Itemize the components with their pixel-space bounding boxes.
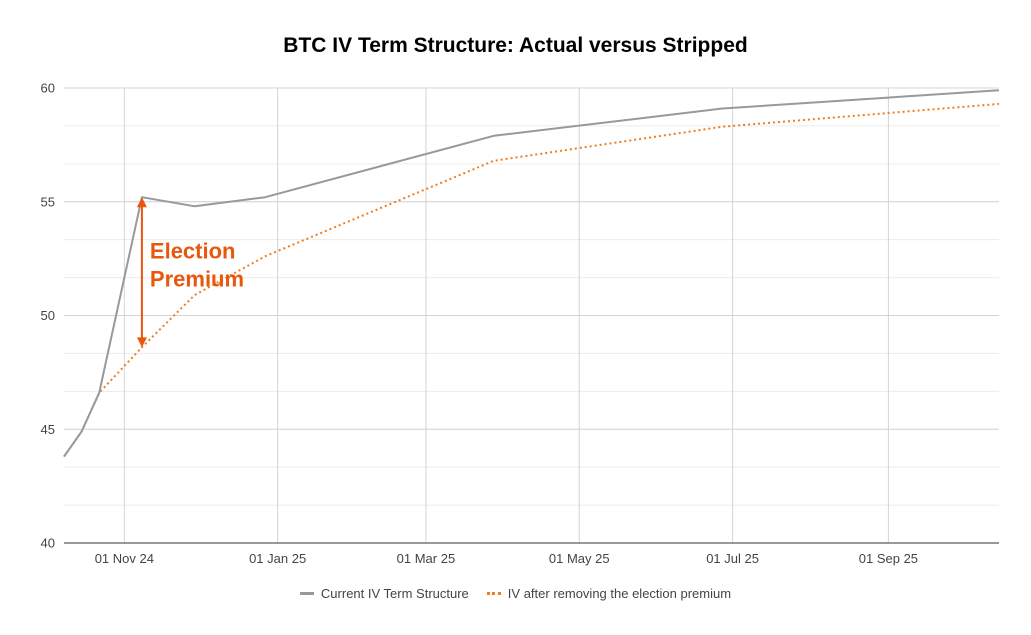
grid-layer <box>64 87 999 544</box>
y-tick-label: 40 <box>41 536 55 551</box>
legend-label-stripped-iv: IV after removing the election premium <box>507 586 732 601</box>
series-layer <box>63 89 1000 458</box>
legend-swatch-current-iv <box>299 592 314 595</box>
series-line-0 <box>63 89 1000 458</box>
annotation-arrowhead-top <box>136 197 147 208</box>
annotation-text-line: Election <box>150 239 236 264</box>
legend-item-stripped-iv[interactable]: IV after removing the election premium <box>486 586 732 601</box>
y-tick-label: 45 <box>41 422 55 437</box>
x-tick-label: 01 Nov 24 <box>95 551 154 566</box>
x-tick-label: 01 Mar 25 <box>397 551 456 566</box>
x-tick-label: 01 Jul 25 <box>706 551 759 566</box>
x-tick-label: 01 May 25 <box>549 551 610 566</box>
annotation-layer: Election Premium <box>136 197 244 348</box>
legend-item-current-iv[interactable]: Current IV Term Structure <box>299 586 469 601</box>
annotation-arrowhead-bottom <box>136 337 147 348</box>
axis-layer: 40 45 50 55 60 01 Nov 24 01 Jan 25 01 Mar 25 01 … <box>41 81 999 566</box>
legend-swatch-stripped-iv <box>486 592 501 595</box>
y-tick-label: 50 <box>41 308 55 323</box>
x-tick-label: 01 Jan 25 <box>249 551 306 566</box>
y-tick-label: 55 <box>41 194 55 209</box>
annotation-text-line: Premium <box>150 267 244 292</box>
legend-label-current-iv: Current IV Term Structure <box>320 586 469 601</box>
chart-title: BTC IV Term Structure: Actual versus Str… <box>283 34 748 57</box>
y-tick-label: 60 <box>41 81 55 96</box>
legend: Current IV Term Structure IV after remov… <box>0 586 1031 601</box>
x-tick-label: 01 Sep 25 <box>859 551 918 566</box>
